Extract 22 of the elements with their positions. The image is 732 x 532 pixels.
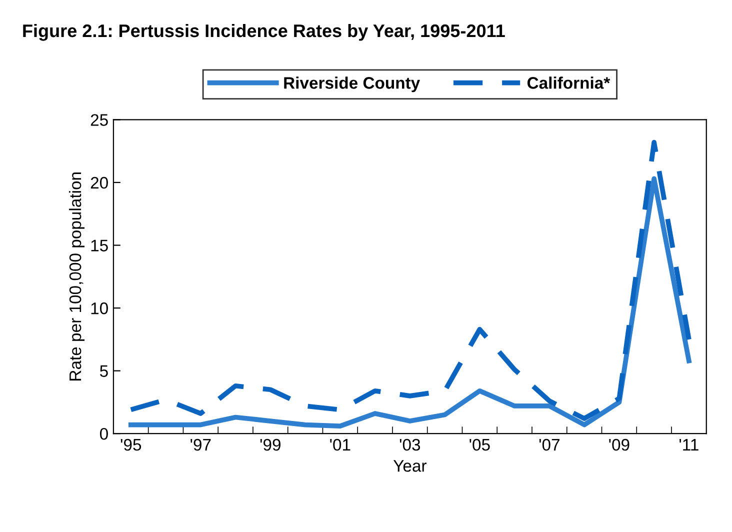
y-tick-label: 25 (90, 114, 108, 126)
x-tick-label: '05 (470, 438, 490, 451)
line-series (128, 140, 692, 421)
y-axis-title: Rate per 100,000 population (68, 172, 85, 380)
x-tick-label: '03 (400, 438, 420, 451)
x-tick-label: '99 (260, 438, 280, 451)
line-series (128, 176, 692, 428)
x-tick-label: '09 (609, 438, 630, 451)
legend-label: California* (527, 76, 610, 89)
y-tick-label: 10 (91, 302, 108, 314)
y-tick-label: 5 (100, 365, 108, 378)
x-tick-label: '97 (190, 438, 211, 451)
y-tick-label: 0 (100, 428, 108, 440)
chart-title: Figure 2.1: Pertussis Incidence Rates by Year, 1995-2011 (23, 24, 505, 41)
y-tick-label: 20 (90, 176, 108, 189)
legend-label: Riverside County (284, 76, 420, 92)
x-tick-label: '11 (680, 439, 698, 451)
x-tick-label: '95 (120, 438, 142, 451)
x-tick-label: '07 (539, 438, 560, 451)
x-axis-title: Year (393, 460, 426, 472)
x-tick-label: '01 (330, 438, 350, 451)
y-tick-label: 15 (91, 240, 108, 252)
